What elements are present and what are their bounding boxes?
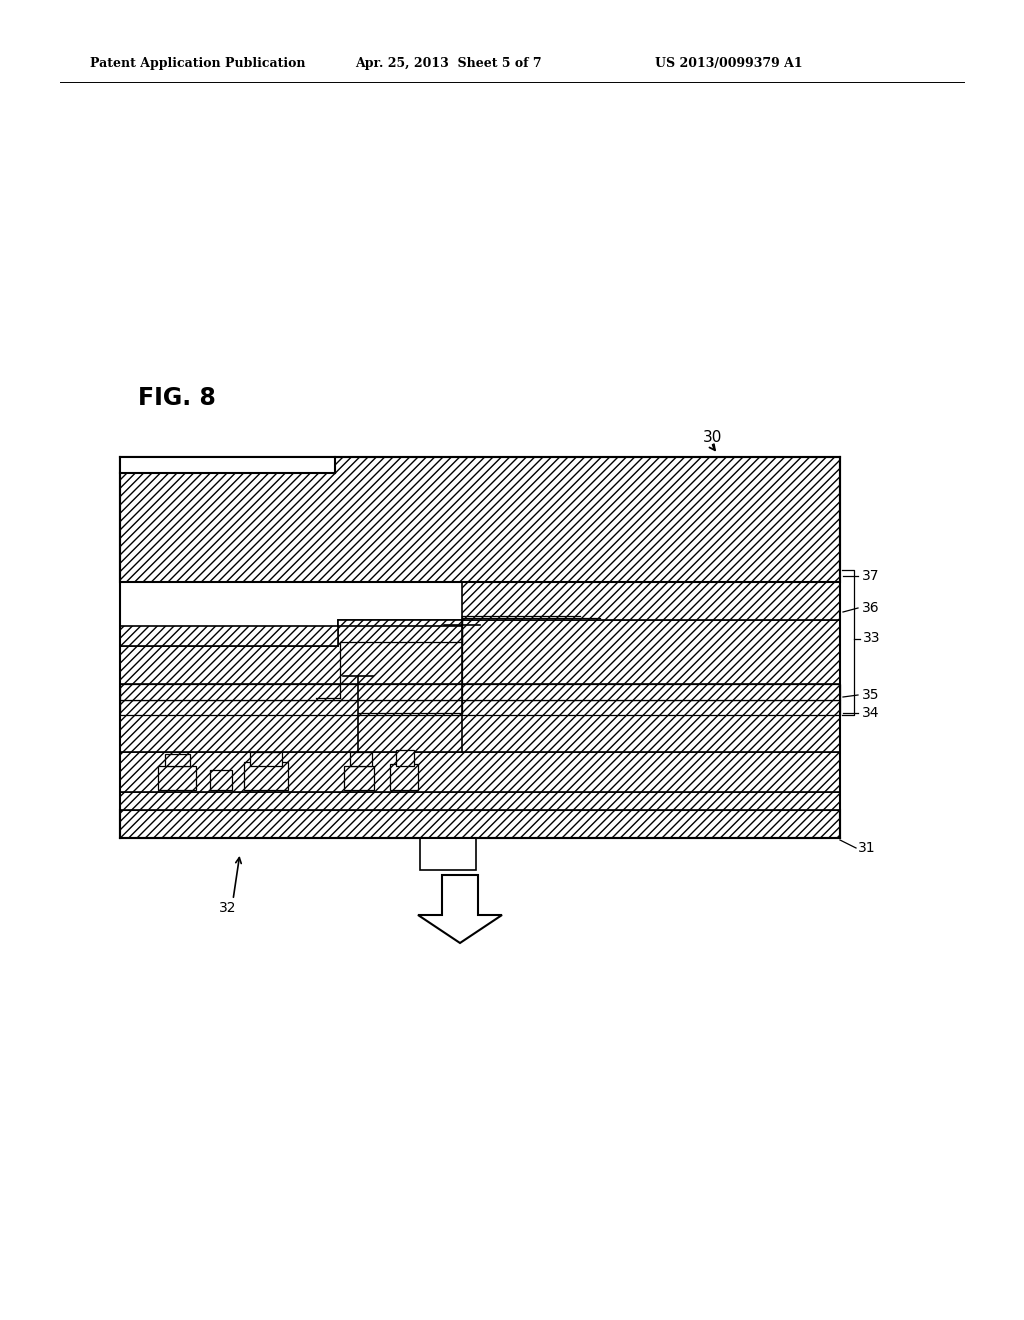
FancyArrow shape: [418, 875, 502, 942]
Text: Apr. 25, 2013  Sheet 5 of 7: Apr. 25, 2013 Sheet 5 of 7: [355, 58, 542, 70]
Text: Patent Application Publication: Patent Application Publication: [90, 58, 305, 70]
Text: 32: 32: [219, 902, 237, 915]
Bar: [158, 766, 196, 789]
Text: 33: 33: [863, 631, 881, 645]
Bar: [120, 752, 840, 792]
Text: US 2013/0099379 A1: US 2013/0099379 A1: [655, 58, 803, 70]
Bar: [120, 810, 840, 838]
Bar: [396, 750, 414, 766]
Text: 31: 31: [858, 841, 876, 855]
Text: FIG. 8: FIG. 8: [138, 385, 216, 411]
Text: 37: 37: [862, 569, 880, 583]
Bar: [165, 754, 190, 766]
Bar: [420, 838, 476, 870]
Bar: [210, 770, 232, 789]
Bar: [390, 764, 418, 789]
Text: 35: 35: [862, 688, 880, 702]
Text: 30: 30: [702, 430, 722, 446]
Bar: [120, 700, 840, 715]
Bar: [350, 752, 372, 766]
Bar: [344, 766, 374, 789]
Polygon shape: [120, 620, 840, 684]
Bar: [120, 457, 840, 582]
Polygon shape: [120, 582, 840, 645]
Bar: [120, 684, 840, 700]
Text: 36: 36: [862, 601, 880, 615]
Bar: [120, 792, 840, 810]
Bar: [120, 715, 840, 752]
Text: 34: 34: [862, 706, 880, 719]
Bar: [244, 762, 288, 789]
Bar: [120, 457, 335, 473]
Bar: [250, 752, 282, 766]
